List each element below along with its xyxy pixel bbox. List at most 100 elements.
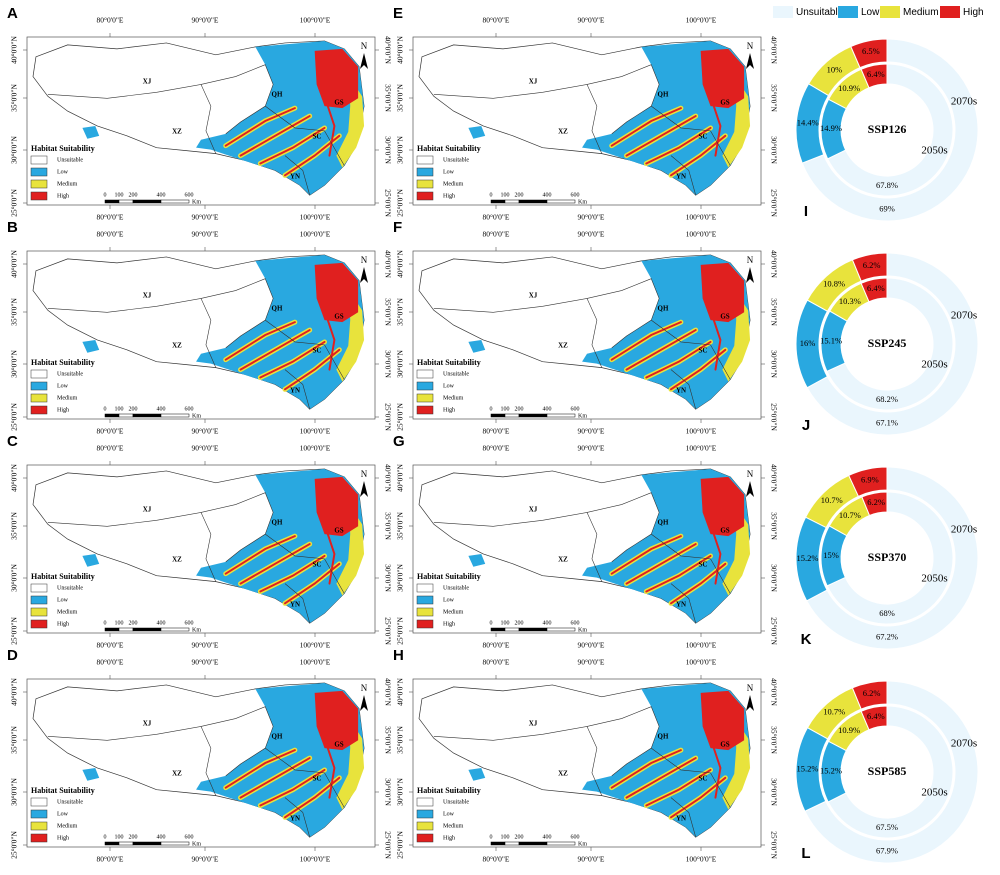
region-label: YN xyxy=(676,601,686,609)
value-label: 69% xyxy=(879,203,895,213)
region-label: GS xyxy=(720,99,729,107)
legend-swatch xyxy=(30,167,48,177)
lat-label: 30°0'0"N xyxy=(383,778,392,806)
legend-swatch xyxy=(30,583,48,593)
value-label: 14.4% xyxy=(797,118,819,128)
region-label: SC xyxy=(313,347,322,355)
lat-label: 25°0'0"N xyxy=(396,617,405,645)
lon-label: 100°0'0"E xyxy=(686,230,717,239)
donut-chart: 67.5% 15.2% 10.9% 6.4% 2050s 67.9% 15.2% 10.7% 6… xyxy=(795,680,979,864)
north-label: N xyxy=(747,469,754,479)
value-label: 67.5% xyxy=(876,822,898,832)
lat-label: 40°0'0"N xyxy=(769,250,778,278)
legend-swatch xyxy=(416,607,434,617)
north-arrow xyxy=(360,695,368,711)
lon-label: 90°0'0"E xyxy=(578,855,605,864)
value-label: 67.8% xyxy=(876,180,898,190)
scale-label: 0 xyxy=(104,406,107,412)
lon-label: 80°0'0"E xyxy=(483,213,510,222)
north-arrow xyxy=(746,481,754,497)
scale-bar xyxy=(518,413,548,418)
legend-swatch xyxy=(416,381,434,391)
region-label: SC xyxy=(313,775,322,783)
legend-label: Low xyxy=(443,811,455,817)
scale-bar xyxy=(160,627,190,632)
region-label: XJ xyxy=(529,506,538,514)
legend-label: Medium xyxy=(57,395,78,401)
donut-title: SSP126 xyxy=(868,122,907,136)
lat-label: 35°0'0"N xyxy=(383,298,392,326)
legend-label: Unsuitable xyxy=(57,371,83,377)
lat-label: 30°0'0"N xyxy=(769,564,778,592)
lon-label: 80°0'0"E xyxy=(97,855,124,864)
legend-title: Habitat Suitability xyxy=(417,358,481,367)
value-label: 10% xyxy=(827,64,843,74)
donut-segment xyxy=(826,63,954,197)
region-label: SC xyxy=(699,775,708,783)
scale-label: 400 xyxy=(157,834,166,840)
region-label: YN xyxy=(290,601,300,609)
map-panel: A 80°0'0"E 80°0'0"E 90°0'0"E 90°0'0"E 100°0'0… xyxy=(7,5,392,222)
lon-label: 80°0'0"E xyxy=(97,641,124,650)
scale-label: 100 xyxy=(501,834,510,840)
lat-label: 30°0'0"N xyxy=(396,564,405,592)
scale-label: 0 xyxy=(104,620,107,626)
legend-swatch xyxy=(416,619,434,629)
scale-label: 200 xyxy=(129,406,138,412)
legend-swatch xyxy=(416,179,434,189)
lat-label: 35°0'0"N xyxy=(383,726,392,754)
scale-label: 400 xyxy=(157,192,166,198)
north-label: N xyxy=(361,469,368,479)
legend-label: Medium xyxy=(57,609,78,615)
north-label: N xyxy=(747,683,754,693)
region-label: YN xyxy=(290,173,300,181)
donut-segment xyxy=(806,466,979,650)
region-label: XZ xyxy=(558,770,568,778)
lat-label: 35°0'0"N xyxy=(10,512,19,540)
north-arrow xyxy=(746,267,754,283)
region-label: XZ xyxy=(558,128,568,136)
lon-label: 80°0'0"E xyxy=(97,230,124,239)
legend-swatch xyxy=(416,583,434,593)
scale-unit: Km xyxy=(578,413,587,419)
scale-label: 600 xyxy=(571,834,580,840)
legend-swatch xyxy=(30,797,48,807)
north-arrow xyxy=(746,695,754,711)
scale-bar xyxy=(118,199,134,204)
lat-label: 25°0'0"N xyxy=(383,403,392,431)
donut-chart: 68% 15% 10.7% 6.2% 2050s 67.2% 15.2% 10.7% 6.9% 2… xyxy=(795,466,979,650)
value-label: 10.7% xyxy=(823,706,845,716)
lon-label: 100°0'0"E xyxy=(686,855,717,864)
legend-label: High xyxy=(57,835,69,841)
legend-label: Medium xyxy=(57,181,78,187)
legend-label: Unsuitable xyxy=(443,799,469,805)
region-label: SC xyxy=(313,133,322,141)
lat-label: 40°0'0"N xyxy=(383,250,392,278)
panel-letter: F xyxy=(393,219,402,236)
scale-bar xyxy=(490,199,506,204)
value-label: 68.2% xyxy=(876,394,898,404)
scale-bar xyxy=(490,841,506,846)
donut-title: SSP245 xyxy=(868,336,907,350)
donut-segment xyxy=(848,466,888,497)
scale-bar xyxy=(132,199,162,204)
lon-label: 90°0'0"E xyxy=(578,444,605,453)
scale-label: 400 xyxy=(543,406,552,412)
lon-label: 80°0'0"E xyxy=(483,641,510,650)
scale-label: 600 xyxy=(185,192,194,198)
lat-label: 35°0'0"N xyxy=(10,726,19,754)
lon-label: 90°0'0"E xyxy=(578,658,605,667)
value-label: 6.4% xyxy=(867,283,885,293)
lat-label: 35°0'0"N xyxy=(396,298,405,326)
scale-label: 100 xyxy=(501,620,510,626)
scale-bar xyxy=(504,413,520,418)
lat-label: 40°0'0"N xyxy=(396,36,405,64)
value-label: 6.9% xyxy=(861,474,879,484)
value-label: 15.2% xyxy=(797,553,819,563)
scale-bar xyxy=(118,627,134,632)
lon-label: 80°0'0"E xyxy=(97,427,124,436)
region-label: QH xyxy=(272,519,283,527)
ring-name: 2070s xyxy=(951,95,977,107)
lon-label: 80°0'0"E xyxy=(483,855,510,864)
legend-swatch xyxy=(416,369,434,379)
